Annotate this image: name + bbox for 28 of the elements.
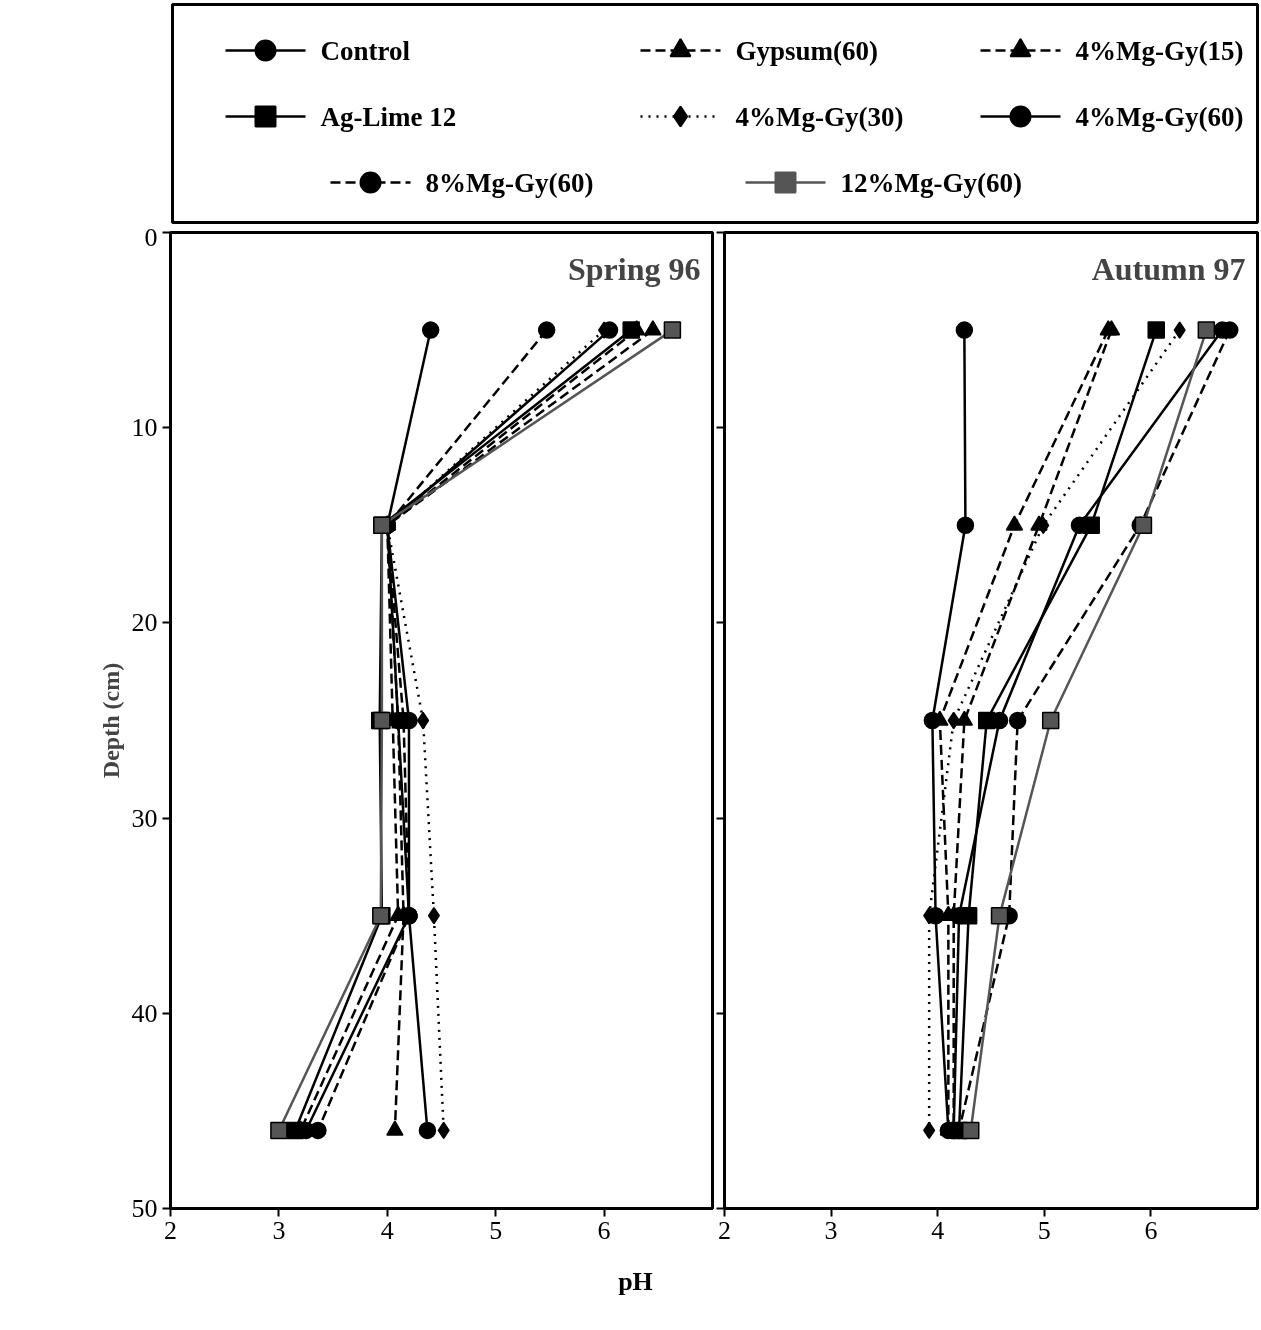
legend-label: 8%Mg-Gy(60) — [425, 167, 594, 198]
x-tick-label: 3 — [824, 1215, 838, 1245]
legend-label: Gypsum(60) — [735, 35, 879, 66]
legend-label: 12%Mg-Gy(60) — [840, 167, 1022, 198]
x-tick-label: 6 — [597, 1215, 611, 1245]
legend-label: Ag-Lime 12 — [320, 101, 457, 132]
x-tick-label: 2 — [718, 1215, 731, 1245]
x-axis-title: pH — [618, 1266, 653, 1298]
text: Spring 96 — [568, 250, 701, 287]
legend-label: Control — [320, 35, 411, 66]
y-tick-label: 40 — [131, 998, 158, 1028]
x-tick-label: 2 — [164, 1215, 177, 1245]
legend-label: 4%Mg-Gy(60) — [1075, 101, 1244, 132]
x-tick-label: 4 — [380, 1215, 394, 1245]
y-axis-title: Depth (cm) — [97, 662, 124, 779]
y-tick-label: 20 — [131, 608, 158, 638]
x-tick-label: 5 — [1037, 1215, 1051, 1245]
y-tick-label: 0 — [144, 222, 158, 252]
x-tick-label: 3 — [272, 1215, 286, 1245]
y-tick-label: 30 — [131, 803, 158, 833]
legend-label: 4%Mg-Gy(15) — [1075, 35, 1244, 66]
y-tick-label: 50 — [131, 1194, 158, 1223]
x-tick-label: 4 — [931, 1215, 945, 1245]
legend-label: 4%Mg-Gy(30) — [735, 101, 904, 132]
x-tick-label: 6 — [1144, 1215, 1158, 1245]
x-tick-label: 5 — [489, 1215, 503, 1245]
text: Autumn 97 — [1091, 250, 1246, 287]
y-tick-label: 10 — [131, 413, 158, 443]
